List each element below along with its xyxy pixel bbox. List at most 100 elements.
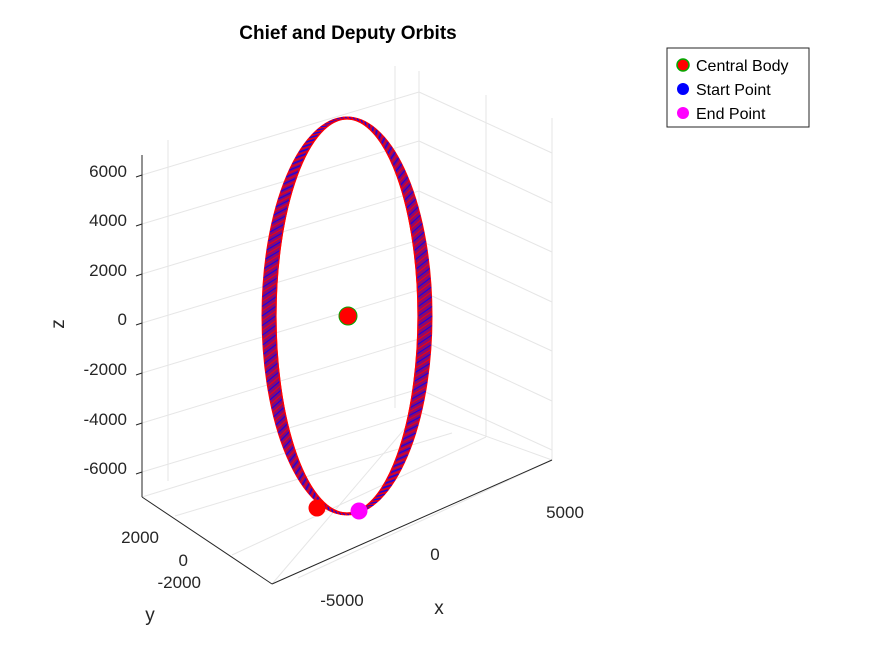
orbit-hatch-line [296,469,303,478]
orbit-hatch-line [378,133,382,140]
orbit-hatch-line [417,291,432,303]
orbit-hatch-line [314,129,324,133]
z-tick-label: -6000 [84,459,127,478]
orbit-hatch-line [298,147,310,153]
orbit-hatch-line [271,215,287,224]
grid-line [418,338,553,402]
orbit-hatch-line [416,272,431,284]
legend-marker [676,58,690,72]
orbit-hatch-line [264,254,280,265]
z-tick-label: 4000 [89,211,127,230]
orbit-hatch-line [416,349,432,360]
orbit-hatch-line [391,464,404,471]
orbit-hatch-line [285,446,295,456]
orbit-hatch-line [280,431,290,441]
y-axis-line [141,496,273,585]
orbit-hatch-line [268,227,284,237]
x-tick-label: 0 [430,545,439,564]
orbit-hatch-line [277,423,288,434]
legend-label: Start Point [696,82,771,99]
orbit-hatch-line [275,415,287,426]
grid-line [141,289,420,374]
orbit-hatch-line [401,183,412,194]
orbit-hatch-line [284,174,298,182]
orbit-hatch-line [398,173,407,183]
orbit-hatch-line [305,482,310,491]
orbit-hatch-line [416,267,430,279]
orbit-hatch-line [276,195,291,204]
grid-line [418,239,553,303]
orbit-hatch-line [403,428,418,437]
orbit-hatch-line [294,466,302,475]
orbit-band-hatch [261,116,433,516]
orbit-hatch-line [267,380,281,392]
orbit-hatch-line [311,132,321,137]
orbit-hatch-line [411,227,424,239]
orbit-hatch-line [264,258,280,269]
grid-line [141,140,420,225]
orbit-hatch-line [379,135,384,142]
orbit-hatch-line [318,126,327,129]
orbit-hatch-line [381,484,392,489]
orbit-hatch-line [308,487,313,495]
z-tick-mark [135,372,143,376]
orbit-hatch-line [322,124,331,126]
orbit-hatch-line [417,315,433,327]
orbit-hatch-line [381,137,386,145]
orbit-hatch-line [270,219,286,229]
orbit-hatch-line [298,471,305,481]
orbit-hatch-line [276,419,287,430]
z-tick-mark [135,174,143,178]
orbit-hatch-line [371,497,382,501]
orbit-hatch-line [293,155,306,162]
orbit-hatch-line [414,363,430,374]
orbit-hatch-line [370,499,380,503]
orbit-hatch-line [379,486,391,492]
orbit-hatch-line [365,504,374,507]
orbit-hatch-line [265,249,281,260]
orbit-hatch-line [412,381,428,392]
central-body-marker [338,306,358,326]
orbit-hatch-line [268,232,283,242]
orbit-hatch-line [374,129,378,136]
orbit-hatch-line [413,372,429,383]
orbit-hatch-line [287,167,301,175]
orbit-hatch-line [405,420,420,429]
legend-box [666,47,810,128]
orbit-hatch-line [302,143,313,148]
orbit-hatch-line [367,503,376,506]
orbit-hatch-line [378,489,389,494]
orbit-hatch-line [405,194,415,205]
orbit-hatch-line [391,154,398,163]
orbit-hatch-line [409,214,421,226]
z-tick-label: 6000 [89,162,127,181]
orbit-hatch-line [412,231,425,243]
orbit-hatch-line [414,244,427,256]
orbit-hatch-line [413,236,426,247]
grid-line [141,411,420,498]
orbit-hatch-line [414,249,428,261]
x-tick-label: 5000 [546,503,584,522]
orbit-hatch-line [263,268,279,279]
orbit-hatch-line [263,343,278,355]
orbit-hatch-line [312,492,316,499]
orbit-hatch-line [394,163,403,173]
orbit-hatch-line [267,236,283,246]
orbit-hatch-line [408,403,424,413]
orbit-hatch-line [272,402,284,414]
orbit-hatch-line [261,296,277,307]
orbit-hatch-line [417,305,433,317]
orbit-hatch-line [413,240,427,252]
orbit-hatch-line [415,353,431,364]
orbit-hatch-line [261,315,277,327]
orbit-hatch-line [396,450,410,458]
orbit-hatch-line [293,462,301,472]
orbit-hatch-line [407,408,423,417]
orbit-hatch-line [406,412,422,421]
orbit-hatch-line [415,258,429,270]
orbit-hatch-line [262,286,278,298]
orbit-hatch-line [399,176,409,186]
orbit-hatch-line [392,461,406,468]
orbit-hatch-line [279,188,294,196]
